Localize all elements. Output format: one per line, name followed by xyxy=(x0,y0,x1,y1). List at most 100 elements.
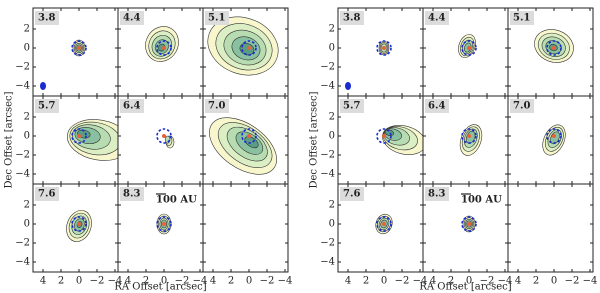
panel-label: 3.8 xyxy=(343,13,360,24)
panel: 7.0 xyxy=(202,95,289,185)
x-tick-label: 4 xyxy=(210,276,216,287)
panel: 5.1 xyxy=(507,7,594,97)
panel: 3.8 2 0 −2 −4 xyxy=(15,7,119,97)
panel: 4 2 0 −2 −4 xyxy=(507,183,598,287)
x-tick-label: −4 xyxy=(583,276,598,287)
label-box xyxy=(425,11,449,25)
star-position xyxy=(552,134,556,138)
dust-ring xyxy=(241,128,257,144)
panel: 4.4 xyxy=(422,7,509,97)
y-tick-label: −4 xyxy=(320,257,335,268)
dust-ring xyxy=(461,128,477,144)
panel: 4 2 0 −2 −4 xyxy=(202,183,293,287)
x-tick-label: 4 xyxy=(40,276,46,287)
panel: 3.8 2 0 −2 −4 xyxy=(320,7,424,97)
y-tick-label: −2 xyxy=(15,150,30,161)
x-tick-label: −2 xyxy=(480,276,495,287)
panel-label: 8.3 xyxy=(123,189,140,200)
star-position xyxy=(247,134,251,138)
x-tick-label: 0 xyxy=(381,276,387,287)
dust-ring xyxy=(461,216,477,232)
panel: 8.3 100 AU 4 2 0 −2 −4 xyxy=(422,183,513,287)
x-tick-label: 2 xyxy=(58,276,64,287)
y-tick-label: 0 xyxy=(24,219,30,230)
x-tick-label: −2 xyxy=(565,276,580,287)
panel: 8.3 100 AU 4 2 0 −2 −4 xyxy=(117,183,207,287)
x-axis-label: RA Offset [arcsec] xyxy=(114,282,206,293)
panel-label: 6.4 xyxy=(428,101,445,112)
star-position xyxy=(382,222,386,226)
y-axis-label: Dec Offset [arcsec] xyxy=(309,91,320,188)
dust-ring xyxy=(461,40,477,56)
label-box xyxy=(35,99,59,113)
panel-label: 7.0 xyxy=(208,101,225,112)
star-position xyxy=(552,46,556,50)
beam xyxy=(40,82,46,90)
scale-label: 100 AU xyxy=(156,195,197,206)
panel-label: 8.3 xyxy=(428,189,445,200)
panel-label: 5.7 xyxy=(38,101,55,112)
panel: 7.0 xyxy=(507,95,594,185)
star-position xyxy=(77,222,81,226)
y-tick-label: −2 xyxy=(320,62,335,73)
label-box xyxy=(120,99,144,113)
panel-label: 4.4 xyxy=(123,13,140,24)
dust-ring xyxy=(156,40,172,56)
panel-frame xyxy=(507,183,594,273)
x-tick-label: 4 xyxy=(430,276,436,287)
label-box xyxy=(120,11,144,25)
y-tick-label: 2 xyxy=(24,200,30,211)
star-position xyxy=(467,46,471,50)
dust-ring xyxy=(156,216,172,232)
y-tick-label: 0 xyxy=(329,219,335,230)
star-position xyxy=(77,134,81,138)
dust-ring xyxy=(546,40,562,56)
panel-frame xyxy=(202,183,289,273)
y-tick-label: 2 xyxy=(24,112,30,123)
panel-label: 7.6 xyxy=(38,189,55,200)
x-tick-label: −4 xyxy=(498,276,513,287)
star-position xyxy=(382,46,386,50)
label-box xyxy=(340,187,364,201)
x-tick-label: 0 xyxy=(76,276,82,287)
x-tick-label: −4 xyxy=(278,276,293,287)
x-tick-label: −2 xyxy=(175,276,190,287)
dust-ring xyxy=(546,128,562,144)
star-position xyxy=(162,222,166,226)
star-position xyxy=(467,222,471,226)
y-tick-label: −4 xyxy=(320,169,335,180)
y-tick-label: −2 xyxy=(320,150,335,161)
y-tick-label: −4 xyxy=(15,257,30,268)
y-tick-label: −4 xyxy=(15,169,30,180)
panel-label: 5.7 xyxy=(343,101,360,112)
panel-label: 7.6 xyxy=(343,189,360,200)
panel: 5.1 xyxy=(202,7,289,97)
dust-ring xyxy=(376,216,392,232)
x-tick-label: −2 xyxy=(260,276,275,287)
y-axis-label: Dec Offset [arcsec] xyxy=(4,91,15,188)
panel: 6.4 xyxy=(117,95,204,185)
label-box xyxy=(120,187,144,201)
x-tick-label: 0 xyxy=(246,276,252,287)
label-box xyxy=(425,99,449,113)
panel-label: 6.4 xyxy=(123,101,140,112)
x-tick-label: −4 xyxy=(108,276,123,287)
y-tick-label: 0 xyxy=(329,43,335,54)
star-position xyxy=(162,46,166,50)
x-tick-label: −2 xyxy=(90,276,105,287)
x-axis-label: RA Offset [arcsec] xyxy=(419,282,511,293)
panel-label: 7.0 xyxy=(513,101,530,112)
panel-label: 4.4 xyxy=(428,13,445,24)
x-tick-label: −4 xyxy=(413,276,428,287)
star-position xyxy=(382,134,386,138)
x-tick-label: 2 xyxy=(143,276,149,287)
x-tick-label: 4 xyxy=(515,276,521,287)
dust-ring xyxy=(71,216,87,232)
y-tick-label: 0 xyxy=(24,131,30,142)
beam xyxy=(345,82,351,90)
y-tick-label: 2 xyxy=(24,24,30,35)
x-tick-label: −2 xyxy=(395,276,410,287)
panel: 6.4 xyxy=(422,95,509,185)
dust-ring xyxy=(376,40,392,56)
